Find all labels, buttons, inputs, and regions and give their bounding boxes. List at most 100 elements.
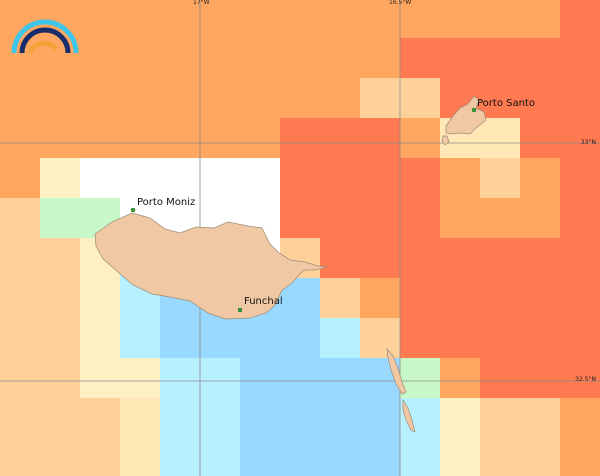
grid-cell: [0, 158, 41, 199]
grid-cell: [160, 118, 201, 159]
grid-cell: [360, 238, 401, 279]
place-label-porto-moniz: Porto Moniz: [137, 197, 196, 208]
islet-east: [441, 135, 450, 146]
grid-cell: [160, 398, 201, 439]
grid-cell: [440, 398, 481, 439]
grid-cell: [120, 318, 161, 359]
grid-cell: [40, 158, 81, 199]
grid-cell: [320, 78, 361, 119]
grid-cell: [0, 78, 41, 119]
grid-cell: [480, 0, 521, 39]
grid-cell: [80, 278, 121, 319]
grid-cell: [120, 0, 161, 39]
grid-cell: [80, 358, 121, 399]
grid-cell: [560, 398, 600, 439]
grid-cell: [440, 198, 481, 239]
grid-cell: [80, 438, 121, 476]
grid-cell: [480, 78, 521, 119]
grid-cell: [280, 78, 321, 119]
grid-cell: [280, 358, 321, 399]
madeira-island: [94, 212, 328, 320]
grid-cell: [120, 158, 161, 199]
grid-cell: [280, 118, 321, 159]
logo: [11, 17, 79, 55]
grid-cell: [240, 158, 281, 199]
grid-cell: [280, 318, 321, 359]
grid-cell: [480, 318, 521, 359]
grid-cell: [320, 0, 361, 39]
grid-cell: [320, 238, 361, 279]
grid-cell: [160, 0, 201, 39]
grid-cell: [160, 78, 201, 119]
grid-cell: [200, 358, 241, 399]
grid-cell: [160, 158, 201, 199]
grid-cell: [360, 38, 401, 79]
grid-cell: [120, 118, 161, 159]
grid-cell: [40, 438, 81, 476]
grid-cell: [320, 38, 361, 79]
grid-cell: [400, 318, 441, 359]
grid-cell: [40, 238, 81, 279]
grid-cell: [560, 158, 600, 199]
grid-cell: [440, 358, 481, 399]
grid-cell: [240, 318, 281, 359]
grid-cell: [160, 438, 201, 476]
grid-cell: [80, 118, 121, 159]
grid-cell: [120, 438, 161, 476]
grid-cell: [320, 358, 361, 399]
grid-cell: [0, 198, 41, 239]
grid-cell: [160, 38, 201, 79]
grid-cell: [560, 198, 600, 239]
grid-cell: [240, 38, 281, 79]
grid-cell: [200, 438, 241, 476]
grid-cell: [40, 278, 81, 319]
grid-cell: [200, 0, 241, 39]
grid-cell: [560, 238, 600, 279]
grid-cell: [520, 438, 561, 476]
grid-cell: [200, 78, 241, 119]
grid-cell: [280, 38, 321, 79]
town-marker-porto-moniz: [130, 207, 136, 213]
rainbow-arc-logo-icon: [11, 19, 79, 55]
grid-cell: [480, 438, 521, 476]
grid-cell: [400, 158, 441, 199]
grid-cell: [400, 198, 441, 239]
grid-cell: [240, 358, 281, 399]
grid-cell: [400, 0, 441, 39]
grid-cell: [40, 318, 81, 359]
grid-cell: [400, 238, 441, 279]
grid-cell: [40, 78, 81, 119]
grid-cell: [40, 398, 81, 439]
grid-cell: [520, 0, 561, 39]
grid-cell: [360, 278, 401, 319]
grid-cell: [360, 398, 401, 439]
grid-cell: [240, 0, 281, 39]
place-label-porto-santo: Porto Santo: [477, 98, 535, 109]
grid-cell: [480, 158, 521, 199]
grid-cell: [520, 238, 561, 279]
grid-cell: [280, 0, 321, 39]
grid-cell: [400, 278, 441, 319]
grid-cell: [560, 118, 600, 159]
grid-cell: [80, 158, 121, 199]
grid-cell: [400, 358, 441, 399]
grid-cell: [160, 358, 201, 399]
grid-cell: [480, 118, 521, 159]
grid-cell: [200, 158, 241, 199]
grid-cell: [0, 438, 41, 476]
grid-cell: [0, 118, 41, 159]
grid-cell: [240, 78, 281, 119]
grid-cell: [120, 358, 161, 399]
lon-label-17w: 17°W: [193, 0, 210, 6]
grid-cell: [200, 398, 241, 439]
grid-cell: [520, 38, 561, 79]
grid-cell: [360, 318, 401, 359]
grid-cell: [520, 398, 561, 439]
grid-cell: [80, 0, 121, 39]
grid-cell: [400, 78, 441, 119]
grid-cell: [360, 438, 401, 476]
grid-cell: [40, 358, 81, 399]
land: [94, 95, 487, 433]
